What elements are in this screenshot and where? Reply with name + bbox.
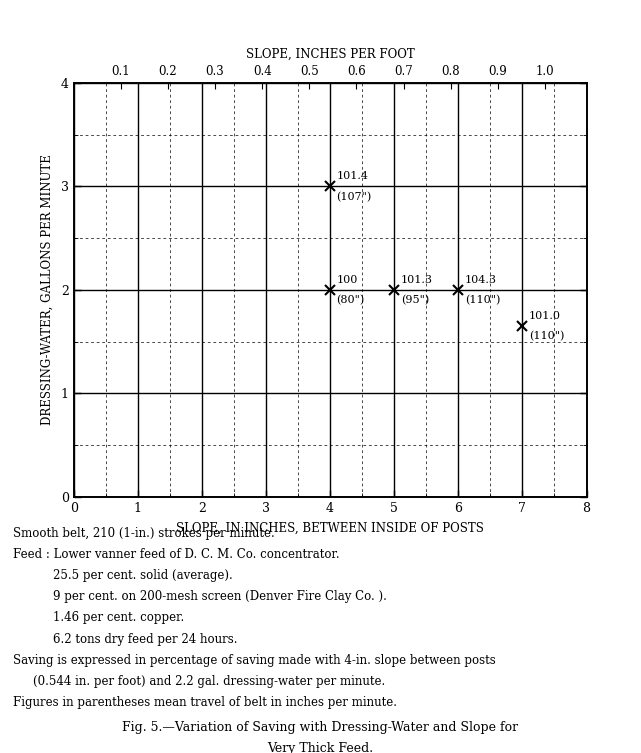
Text: Feed : Lower vanner feed of D. C. M. Co. concentrator.: Feed : Lower vanner feed of D. C. M. Co.… — [13, 548, 340, 561]
Text: Figures in parentheses mean travel of belt in inches per minute.: Figures in parentheses mean travel of be… — [13, 696, 397, 709]
X-axis label: SLOPE, IN INCHES, BETWEEN INSIDE OF POSTS: SLOPE, IN INCHES, BETWEEN INSIDE OF POST… — [176, 522, 484, 535]
Text: 101.0: 101.0 — [529, 311, 561, 321]
Text: 6.2 tons dry feed per 24 hours.: 6.2 tons dry feed per 24 hours. — [53, 633, 237, 645]
Y-axis label: DRESSING-WATER, GALLONS PER MINUTE: DRESSING-WATER, GALLONS PER MINUTE — [41, 154, 54, 425]
Text: 104.3: 104.3 — [465, 275, 497, 285]
Text: 1.46 per cent. copper.: 1.46 per cent. copper. — [53, 611, 184, 624]
Text: 9 per cent. on 200-mesh screen (Denver Fire Clay Co. ).: 9 per cent. on 200-mesh screen (Denver F… — [53, 590, 387, 603]
X-axis label: SLOPE, INCHES PER FOOT: SLOPE, INCHES PER FOOT — [246, 48, 415, 61]
Text: Very Thick Feed.: Very Thick Feed. — [267, 742, 374, 753]
Text: (107"): (107") — [337, 191, 372, 202]
Text: 100: 100 — [337, 275, 358, 285]
Text: (110"): (110") — [529, 331, 564, 342]
Text: Smooth belt, 210 (1-in.) strokes per minute.: Smooth belt, 210 (1-in.) strokes per min… — [13, 527, 274, 540]
Text: 101.4: 101.4 — [337, 171, 369, 181]
Text: (95"): (95") — [401, 295, 429, 306]
Text: (0.544 in. per foot) and 2.2 gal. dressing-water per minute.: (0.544 in. per foot) and 2.2 gal. dressi… — [33, 675, 385, 687]
Text: 101.3: 101.3 — [401, 275, 433, 285]
Text: 25.5 per cent. solid (average).: 25.5 per cent. solid (average). — [53, 569, 233, 582]
Text: (110"): (110") — [465, 295, 500, 306]
Text: Fig. 5.—Variation of Saving with Dressing-Water and Slope for: Fig. 5.—Variation of Saving with Dressin… — [122, 721, 519, 733]
Text: (80"): (80") — [337, 295, 365, 306]
Text: Saving is expressed in percentage of saving made with 4-in. slope between posts: Saving is expressed in percentage of sav… — [13, 654, 495, 666]
